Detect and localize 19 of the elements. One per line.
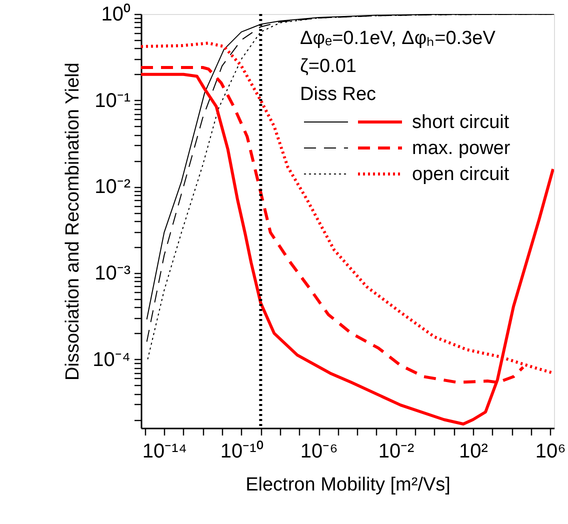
- y-tick-label: 10⁰: [101, 2, 130, 26]
- x-axis-title: Electron Mobility [m²/Vs]: [246, 474, 450, 496]
- y-tick-label: 10⁻¹: [94, 90, 131, 112]
- x-tick-label: 10⁻¹⁰: [220, 440, 264, 462]
- x-tick-label: 10⁻¹⁴: [142, 440, 187, 462]
- x-tick-label: 10⁶: [535, 440, 566, 462]
- y-axis-title: Dissociation and Recombination Yield: [62, 62, 84, 380]
- x-tick-label: 10⁻²: [378, 440, 415, 462]
- legend-title: Diss Rec: [300, 84, 376, 105]
- legend-label: max. power: [412, 138, 511, 159]
- x-tick-label: 10⁻⁶: [300, 440, 338, 462]
- legend-label: open circuit: [412, 164, 510, 185]
- y-tick-label: 10⁻²: [94, 176, 131, 198]
- y-tick-label: 10⁻⁴: [92, 348, 130, 371]
- annotation: ζ=0.01: [300, 56, 356, 77]
- annotation: Δφₑ=0.1eV, Δφₕ=0.3eV: [300, 28, 496, 49]
- y-tick-label: 10⁻³: [94, 262, 131, 284]
- x-tick-label: 10²: [459, 440, 488, 462]
- legend-label: short circuit: [412, 112, 510, 133]
